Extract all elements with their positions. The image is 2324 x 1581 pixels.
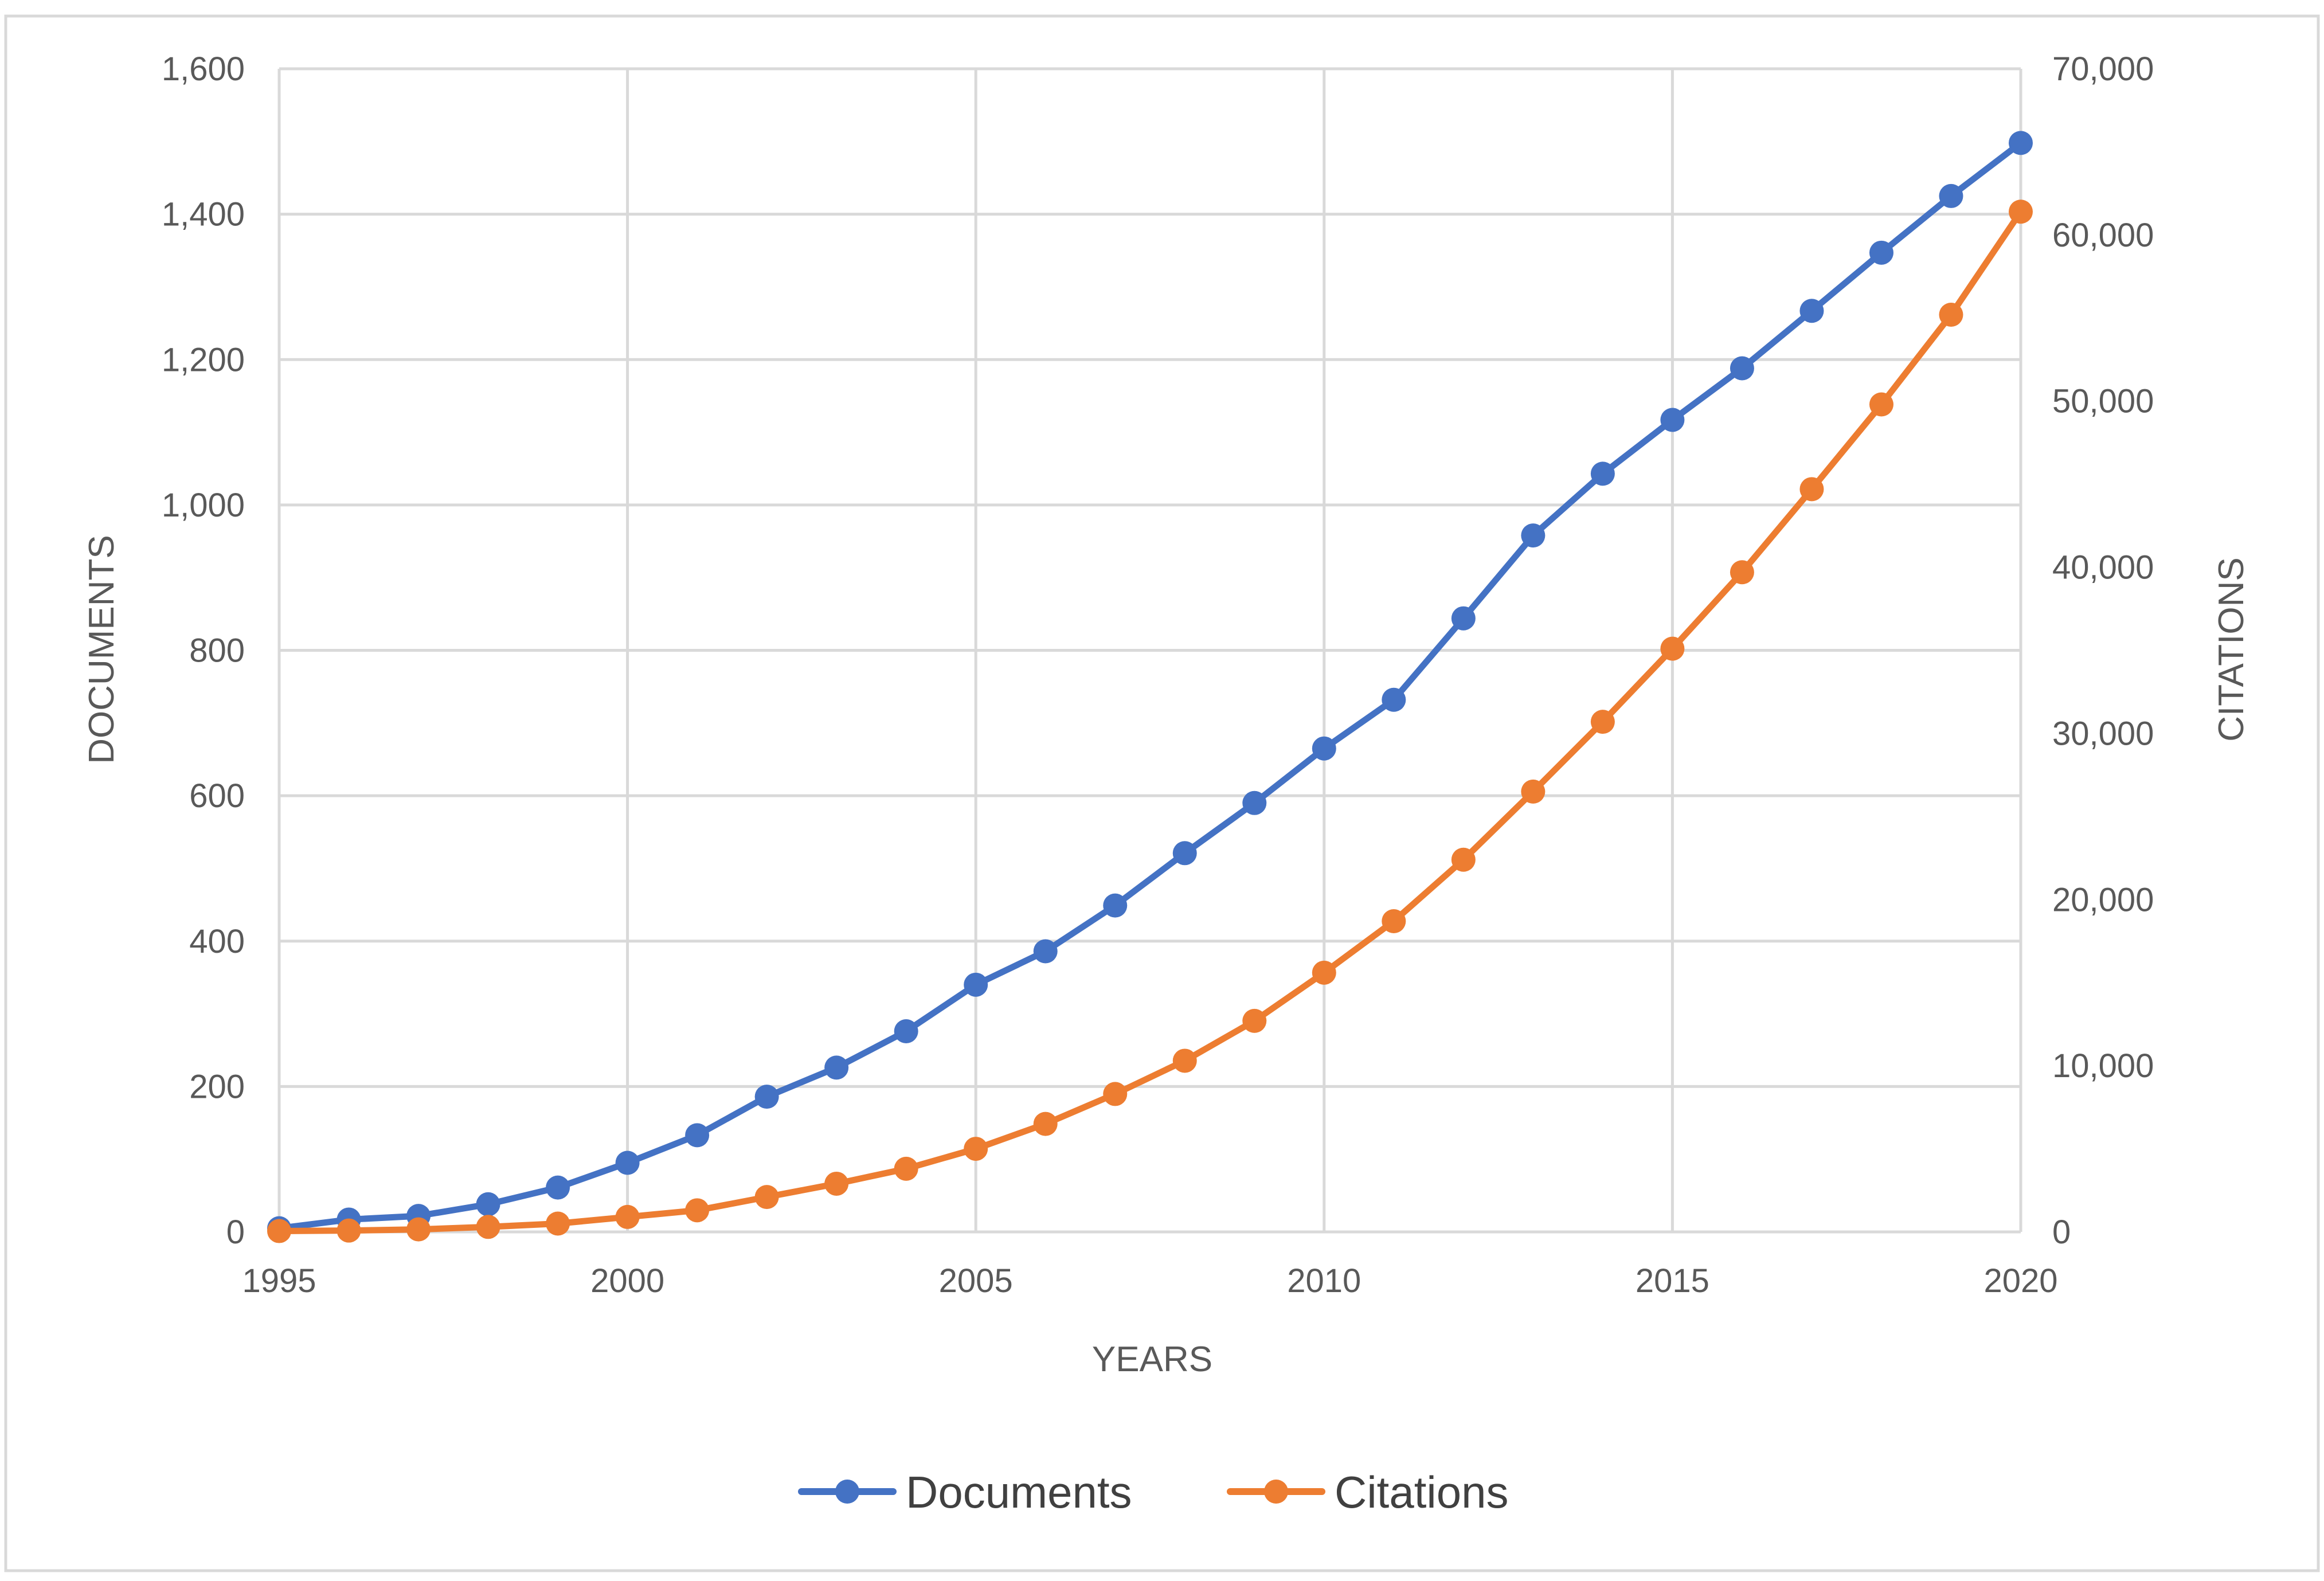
data-point-documents <box>1103 893 1128 918</box>
data-point-documents <box>476 1192 500 1216</box>
y-tick-label: 0 <box>226 1214 245 1251</box>
data-point-documents <box>1172 841 1197 866</box>
data-point-documents <box>824 1055 849 1080</box>
data-point-documents <box>1939 183 1963 208</box>
data-point-citations <box>1590 710 1615 734</box>
data-point-citations <box>546 1211 570 1236</box>
y2-tick-label: 50,000 <box>2052 383 2154 420</box>
data-point-citations <box>337 1218 361 1243</box>
y-axis-title: DOCUMENTS <box>82 535 122 764</box>
data-point-citations <box>1869 392 1893 417</box>
data-point-documents <box>1242 790 1267 815</box>
data-point-documents <box>2009 131 2033 155</box>
data-point-citations <box>406 1217 431 1242</box>
y-tick-label: 600 <box>189 777 245 815</box>
y2-tick-label: 70,000 <box>2052 50 2154 88</box>
x-tick-label: 2005 <box>939 1262 1013 1300</box>
data-point-documents <box>1730 356 1754 381</box>
data-point-citations <box>1939 302 1963 327</box>
data-point-documents <box>1521 523 1546 548</box>
data-point-citations <box>615 1204 640 1229</box>
x-tick-label: 2015 <box>1636 1262 1709 1300</box>
legend-citations-label: Citations <box>1335 1467 1508 1517</box>
chart-border <box>4 14 2320 1572</box>
data-point-citations <box>1172 1048 1197 1073</box>
y2-tick-label: 30,000 <box>2052 715 2154 752</box>
data-point-citations <box>1382 909 1406 933</box>
y-tick-label: 1,600 <box>162 50 245 88</box>
data-point-citations <box>476 1215 500 1239</box>
data-point-citations <box>1799 477 1824 502</box>
data-point-documents <box>1382 687 1406 712</box>
data-point-citations <box>824 1171 849 1196</box>
y2-tick-label: 60,000 <box>2052 217 2154 254</box>
data-point-documents <box>754 1085 779 1109</box>
data-point-documents <box>615 1150 640 1175</box>
data-point-citations <box>1660 636 1685 661</box>
data-point-documents <box>1869 240 1893 265</box>
data-point-citations <box>1451 847 1476 872</box>
y2-tick-label: 40,000 <box>2052 549 2154 586</box>
y-tick-label: 800 <box>189 632 245 670</box>
y2-tick-label: 20,000 <box>2052 881 2154 918</box>
data-point-documents <box>894 1019 918 1043</box>
data-point-documents <box>1451 606 1476 631</box>
data-point-documents <box>964 972 988 997</box>
data-point-citations <box>267 1219 291 1243</box>
x-tick-label: 1995 <box>242 1262 316 1300</box>
y2-axis-title: CITATIONS <box>2212 557 2251 741</box>
data-point-citations <box>685 1198 710 1223</box>
legend-item-documents: Documents <box>798 1467 1132 1517</box>
y-tick-label: 1,200 <box>162 341 245 378</box>
data-point-citations <box>964 1137 988 1161</box>
data-point-documents <box>685 1123 710 1148</box>
data-point-citations <box>1242 1008 1267 1033</box>
y-tick-label: 200 <box>189 1068 245 1105</box>
x-tick-label: 2000 <box>590 1262 664 1300</box>
legend-citations-marker <box>1264 1480 1288 1504</box>
y-tick-label: 400 <box>189 923 245 960</box>
data-point-citations <box>1103 1082 1128 1106</box>
data-point-documents <box>1312 736 1336 761</box>
y2-tick-label: 0 <box>2052 1214 2071 1251</box>
data-point-citations <box>1730 560 1754 585</box>
data-point-citations <box>754 1185 779 1210</box>
legend-item-citations: Citations <box>1227 1467 1508 1517</box>
legend: Documents Citations <box>798 1467 1508 1517</box>
y-tick-label: 1,400 <box>162 196 245 233</box>
x-tick-label: 2010 <box>1287 1262 1361 1300</box>
y2-tick-label: 10,000 <box>2052 1047 2154 1085</box>
legend-documents-marker <box>835 1480 859 1504</box>
data-point-documents <box>1033 939 1058 964</box>
data-point-citations <box>2009 199 2033 224</box>
data-point-documents <box>546 1175 570 1200</box>
data-point-citations <box>1312 960 1336 985</box>
data-point-citations <box>1521 779 1546 804</box>
x-axis-title: YEARS <box>1092 1340 1212 1379</box>
series-layer <box>267 131 2033 1243</box>
x-tick-label: 2020 <box>1983 1262 2057 1300</box>
data-point-citations <box>1033 1112 1058 1136</box>
axis-labels: 0 200 400 600 800 1,000 1,200 1,400 1,600 0 10,000… <box>162 50 2154 1300</box>
data-point-documents <box>1660 408 1685 432</box>
legend-documents-label: Documents <box>906 1467 1132 1517</box>
series-line-documents <box>276 139 2024 1232</box>
data-point-citations <box>894 1156 918 1181</box>
y-tick-label: 1,000 <box>162 487 245 524</box>
data-point-documents <box>1799 299 1824 323</box>
data-point-documents <box>1590 461 1615 486</box>
